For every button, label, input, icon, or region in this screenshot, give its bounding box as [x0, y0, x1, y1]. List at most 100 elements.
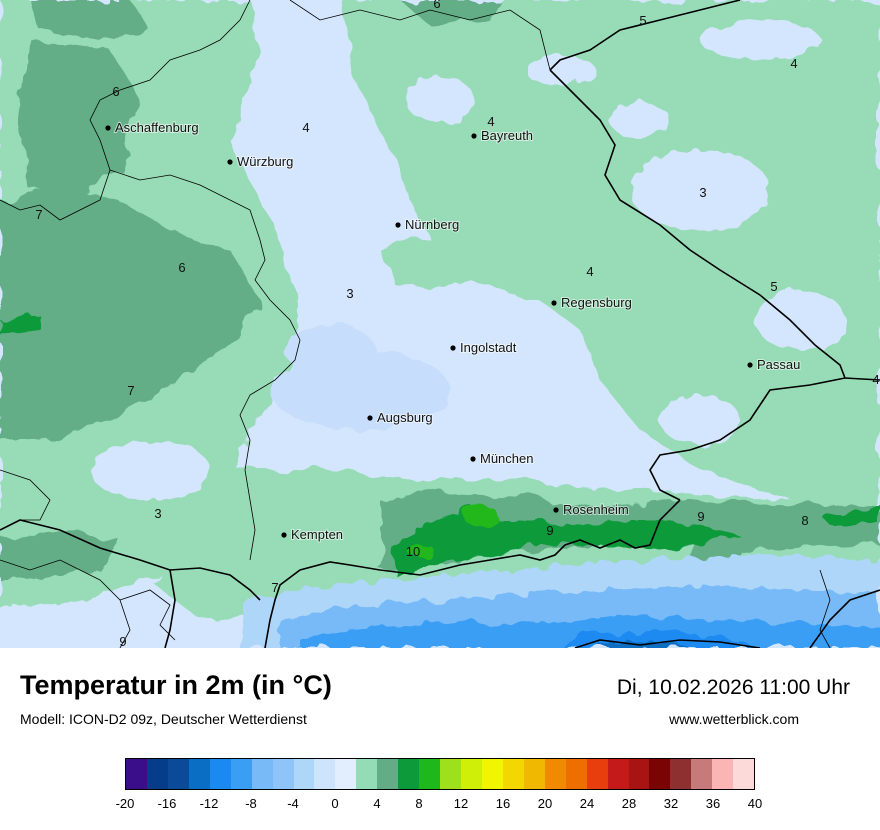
city-dot: [227, 159, 233, 165]
country-borders: [0, 0, 880, 648]
legend-swatch: [314, 759, 336, 789]
legend-tick-label: 28: [621, 796, 637, 811]
isotherm-labels: 6 5 4 6 4 4 3 7 6 4 5 3 4 7 3 9 8 9 10 7 9: [35, 0, 879, 648]
isotherm-label: 4: [487, 114, 494, 129]
legend-swatch: [167, 759, 189, 789]
legend-swatch: [335, 759, 357, 789]
legend-swatch: [691, 759, 713, 789]
city-dot: [450, 345, 456, 351]
city-dot: [471, 133, 477, 139]
isotherm-label: 9: [697, 509, 704, 524]
isotherm-label: 10: [406, 544, 420, 559]
isotherm-label: 8: [801, 513, 808, 528]
isotherm-label: 9: [119, 634, 126, 648]
isotherm-label: 6: [178, 260, 185, 275]
city-dot: [553, 507, 559, 513]
legend-swatch: [419, 759, 441, 789]
legend-swatch: [461, 759, 482, 789]
city-nürnberg: Nürnberg: [395, 216, 460, 233]
city-dot: [470, 456, 476, 462]
legend-swatch: [251, 759, 273, 789]
city-label: Rosenheim: [563, 502, 629, 517]
legend-swatch: [146, 759, 168, 789]
city-label: Ingolstadt: [460, 340, 517, 355]
temp-field-cold-pockets: [90, 15, 845, 500]
legend-swatch: [628, 759, 650, 789]
city-augsburg: Augsburg: [367, 409, 434, 426]
temp-field-6-8: [0, 0, 880, 580]
city-ingolstadt: Ingolstadt: [450, 339, 518, 356]
city-münchen: München: [470, 450, 534, 467]
legend-tick-label: -12: [199, 796, 219, 811]
legend-tick-label: -4: [287, 796, 299, 811]
legend-tick-label: 16: [495, 796, 511, 811]
temperature-map: 6 5 4 6 4 4 3 7 6 4 5 3 4 7 3 9 8 9 10 7 9 Aschaffenburg Würz…: [0, 0, 880, 648]
legend-tick-label: 20: [537, 796, 553, 811]
legend-tick-label: 0: [331, 796, 339, 811]
isotherm-label: 6: [112, 84, 119, 99]
city-label: Würzburg: [237, 154, 293, 169]
model-info: Modell: ICON-D2 09z, Deutscher Wetterdie…: [20, 711, 307, 727]
color-legend: [125, 758, 755, 790]
state-borders: [0, 0, 831, 648]
isotherm-label: 7: [35, 207, 42, 222]
map-title: Temperatur in 2m (in °C): [20, 670, 332, 700]
legend-swatch: [440, 759, 461, 789]
city-label: Bayreuth: [481, 128, 533, 143]
isotherm-label: 6: [433, 0, 440, 11]
legend-tick-label: 8: [415, 796, 423, 811]
city-label: Aschaffenburg: [115, 120, 199, 135]
isotherm-label: 4: [302, 120, 309, 135]
legend-tick-label: 36: [705, 796, 721, 811]
legend-swatch: [126, 759, 147, 789]
legend-swatch: [607, 759, 629, 789]
isotherm-label: 4: [586, 264, 593, 279]
isotherm-label: 7: [127, 383, 134, 398]
legend-swatch: [712, 759, 734, 789]
city-markers: Aschaffenburg Würzburg Bayreuth Nürnberg Reg…: [105, 119, 801, 543]
legend-swatch: [586, 759, 608, 789]
legend-swatch: [377, 759, 399, 789]
isotherm-label: 9: [546, 523, 553, 538]
legend-tick-label: -8: [245, 796, 257, 811]
city-dot: [281, 532, 287, 538]
isotherm-label: 3: [699, 185, 706, 200]
legend-tick-label: -20: [115, 796, 135, 811]
legend-tick-label: 24: [579, 796, 595, 811]
isotherm-label: 3: [154, 506, 161, 521]
isotherm-label: 4: [790, 56, 797, 71]
city-label: Kempten: [291, 527, 343, 542]
legend-swatch: [733, 759, 755, 789]
legend-swatch: [502, 759, 524, 789]
legend-swatch: [481, 759, 503, 789]
temp-field-alps: [240, 555, 880, 648]
legend-swatch: [293, 759, 315, 789]
isotherm-label: 3: [346, 286, 353, 301]
city-bayreuth: Bayreuth: [471, 127, 534, 144]
website-link[interactable]: www.wetterblick.com: [669, 711, 799, 727]
city-dot: [105, 125, 111, 131]
legend-swatch: [670, 759, 692, 789]
city-würzburg: Würzburg: [227, 153, 294, 170]
forecast-datetime: Di, 10.02.2026 11:00 Uhr: [616, 676, 850, 699]
city-label: Passau: [757, 357, 800, 372]
city-rosenheim: Rosenheim: [553, 501, 630, 518]
legend-swatch: [272, 759, 294, 789]
legend-swatch: [230, 759, 252, 789]
city-kempten: Kempten: [281, 526, 344, 543]
legend-tick-label: 40: [747, 796, 763, 811]
city-label: Augsburg: [377, 410, 433, 425]
city-dot: [395, 222, 401, 228]
city-label: Nürnberg: [405, 217, 459, 232]
legend-swatch: [544, 759, 566, 789]
city-dot: [367, 415, 373, 421]
legend-swatch: [209, 759, 231, 789]
legend-tick-label: 4: [373, 796, 381, 811]
legend-swatch: [356, 759, 378, 789]
footer: Temperatur in 2m (in °C) Modell: ICON-D2…: [0, 648, 880, 830]
city-label: Regensburg: [561, 295, 632, 310]
city-passau: Passau: [747, 356, 801, 373]
isotherm-label: 5: [639, 13, 646, 28]
legend-swatch: [398, 759, 420, 789]
legend-tick-label: 12: [453, 796, 469, 811]
